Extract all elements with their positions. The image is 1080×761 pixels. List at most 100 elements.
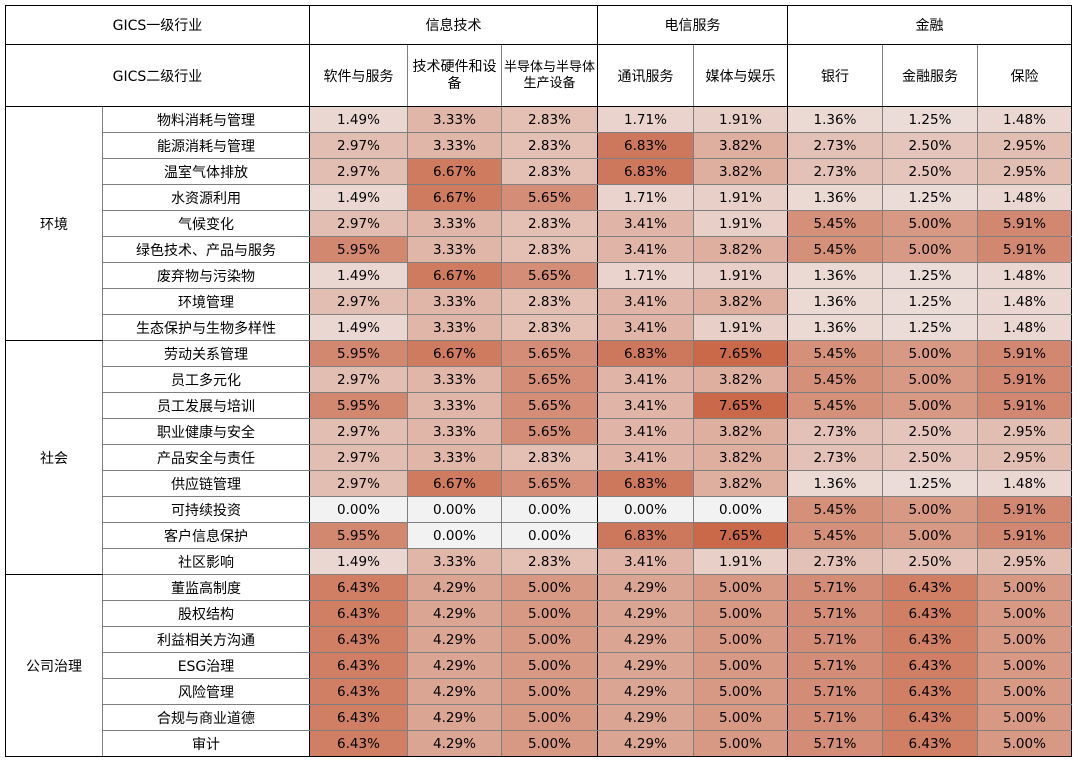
table-row: 能源消耗与管理 2.97% 3.33% 2.83% 6.83% 3.82% 2.73% 2.5… [6, 132, 1072, 159]
table-row: 产品安全与责任 2.97% 3.33% 2.83% 3.41% 3.82% 2.73% 2.5… [6, 444, 1072, 471]
row-label: 合规与商业道德 [102, 704, 310, 731]
table-row: 生态保护与生物多样性 1.49% 3.33% 2.83% 3.41% 1.91% 1.36%… [6, 314, 1072, 341]
value-cell: 5.45% [787, 366, 883, 393]
table-row: 温室气体排放 2.97% 6.67% 2.83% 6.83% 3.82% 2.73% 2.50… [6, 158, 1072, 185]
value-cell: 3.82% [693, 288, 788, 315]
table-row: 供应链管理 2.97% 6.67% 5.65% 6.83% 3.82% 1.36% 1.25%… [6, 470, 1072, 497]
value-cell: 5.00% [977, 652, 1072, 679]
value-cell: 5.91% [977, 236, 1072, 263]
value-cell: 5.00% [693, 678, 788, 705]
value-cell: 2.95% [977, 132, 1072, 159]
row-label: 风险管理 [102, 678, 310, 705]
value-cell: 2.83% [501, 158, 598, 185]
value-cell: 3.33% [407, 314, 502, 341]
value-cell: 4.29% [407, 678, 502, 705]
header-row-level1: GICS一级行业 信息技术 电信服务 金融 [5, 5, 1072, 45]
value-cell: 3.41% [597, 314, 694, 341]
group-header-it: 信息技术 [309, 5, 598, 45]
value-cell: 5.00% [882, 366, 978, 393]
table-row: 可持续投资 0.00% 0.00% 0.00% 0.00% 0.00% 5.45% 5.00%… [6, 496, 1072, 523]
value-cell: 3.41% [597, 548, 694, 575]
value-cell: 6.83% [597, 132, 694, 159]
value-cell: 6.67% [407, 184, 502, 211]
group-header-telecom: 电信服务 [597, 5, 788, 45]
value-cell: 5.00% [501, 730, 598, 757]
value-cell: 1.91% [693, 548, 788, 575]
value-cell: 3.41% [597, 444, 694, 471]
value-cell: 5.95% [309, 340, 408, 367]
value-cell: 1.48% [977, 470, 1072, 497]
value-cell: 1.25% [882, 262, 978, 289]
value-cell: 5.65% [501, 366, 598, 393]
value-cell: 5.00% [882, 210, 978, 237]
value-cell: 5.65% [501, 418, 598, 445]
value-cell: 1.49% [309, 106, 408, 133]
value-cell: 3.82% [693, 444, 788, 471]
value-cell: 6.83% [597, 522, 694, 549]
value-cell: 2.83% [501, 444, 598, 471]
row-label: 社区影响 [102, 548, 310, 575]
row-label: 股权结构 [102, 600, 310, 627]
value-cell: 6.43% [882, 652, 978, 679]
table-row: ESG治理 6.43% 4.29% 5.00% 4.29% 5.00% 5.71% 6.43%… [6, 652, 1072, 679]
value-cell: 5.95% [309, 236, 408, 263]
gics-level2-label: GICS二级行业 [5, 44, 310, 107]
row-label: 供应链管理 [102, 470, 310, 497]
value-cell: 5.71% [787, 678, 883, 705]
value-cell: 0.00% [693, 496, 788, 523]
sub-header-hardware: 技术硬件和设备 [407, 44, 502, 107]
value-cell: 1.49% [309, 262, 408, 289]
value-cell: 1.91% [693, 262, 788, 289]
header-row-level2: GICS二级行业 软件与服务 技术硬件和设备 半导体与半导体生产设备 通讯服务 … [5, 44, 1072, 107]
value-cell: 3.41% [597, 418, 694, 445]
row-label: 温室气体排放 [102, 158, 310, 185]
value-cell: 1.36% [787, 288, 883, 315]
row-label: 废弃物与污染物 [102, 262, 310, 289]
value-cell: 3.82% [693, 158, 788, 185]
value-cell: 2.97% [309, 366, 408, 393]
value-cell: 5.65% [501, 392, 598, 419]
value-cell: 3.33% [407, 392, 502, 419]
value-cell: 5.91% [977, 210, 1072, 237]
value-cell: 7.65% [693, 340, 788, 367]
row-label: 员工多元化 [102, 366, 310, 393]
value-cell: 5.65% [501, 470, 598, 497]
value-cell: 3.82% [693, 366, 788, 393]
value-cell: 2.95% [977, 548, 1072, 575]
value-cell: 6.43% [882, 574, 978, 601]
table-row: 合规与商业道德 6.43% 4.29% 5.00% 4.29% 5.00% 5.71% 6.4… [6, 704, 1072, 731]
value-cell: 6.83% [597, 340, 694, 367]
value-cell: 5.91% [977, 496, 1072, 523]
value-cell: 6.43% [309, 574, 408, 601]
row-label: 审计 [102, 730, 310, 757]
value-cell: 2.50% [882, 444, 978, 471]
table-row: 废弃物与污染物 1.49% 6.67% 5.65% 1.71% 1.91% 1.36% 1.2… [6, 262, 1072, 289]
value-cell: 5.00% [977, 600, 1072, 627]
section-label: 公司治理 [5, 574, 103, 757]
value-cell: 3.33% [407, 132, 502, 159]
value-cell: 5.91% [977, 392, 1072, 419]
value-cell: 0.00% [501, 522, 598, 549]
value-cell: 5.45% [787, 210, 883, 237]
value-cell: 5.95% [309, 522, 408, 549]
value-cell: 6.43% [882, 730, 978, 757]
value-cell: 5.71% [787, 652, 883, 679]
value-cell: 6.83% [597, 470, 694, 497]
value-cell: 5.71% [787, 574, 883, 601]
value-cell: 6.67% [407, 262, 502, 289]
value-cell: 5.65% [501, 340, 598, 367]
section-label: 环境 [5, 106, 103, 341]
value-cell: 6.67% [407, 158, 502, 185]
value-cell: 4.29% [597, 730, 694, 757]
value-cell: 5.45% [787, 340, 883, 367]
value-cell: 4.29% [407, 626, 502, 653]
table-row: 客户信息保护 5.95% 0.00% 0.00% 6.83% 7.65% 5.45% 5.00… [6, 522, 1072, 549]
table-row: 风险管理 6.43% 4.29% 5.00% 4.29% 5.00% 5.71% 6.43% 5… [6, 678, 1072, 705]
value-cell: 2.97% [309, 288, 408, 315]
value-cell: 5.00% [693, 574, 788, 601]
value-cell: 2.83% [501, 288, 598, 315]
value-cell: 5.00% [977, 730, 1072, 757]
table-row: 股权结构 6.43% 4.29% 5.00% 4.29% 5.00% 5.71% 6.43% 5… [6, 600, 1072, 627]
row-label: 水资源利用 [102, 184, 310, 211]
value-cell: 1.48% [977, 288, 1072, 315]
